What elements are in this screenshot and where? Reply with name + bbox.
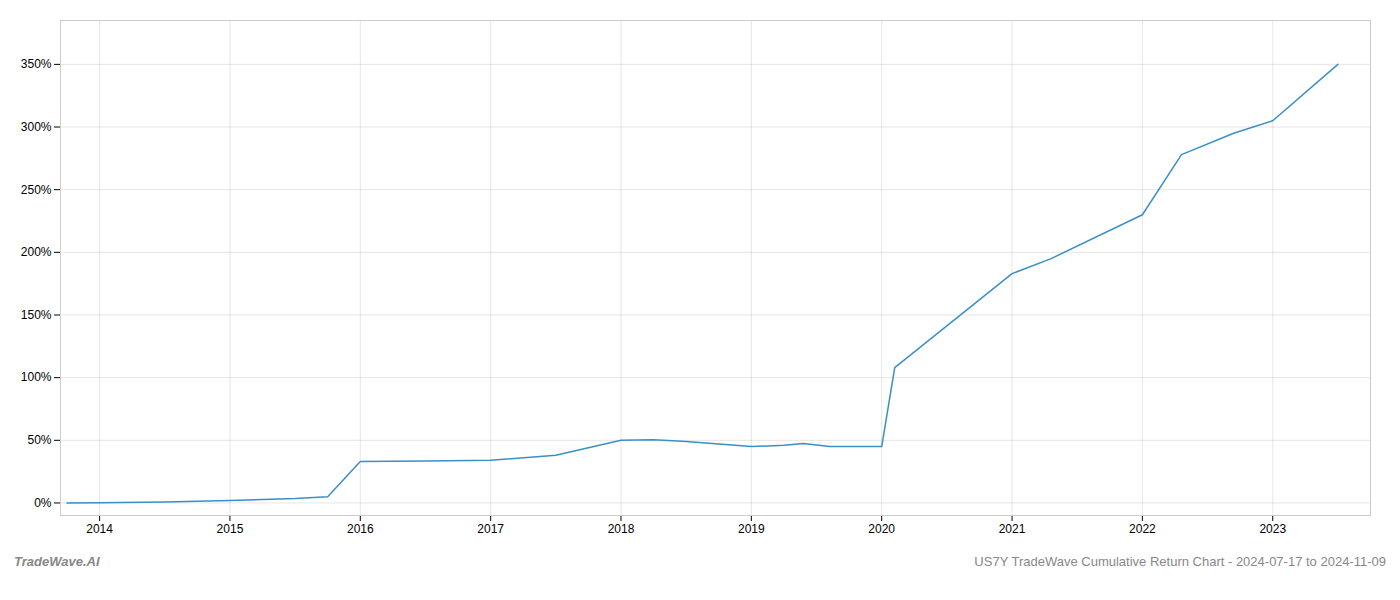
svg-text:250%: 250% [21, 183, 52, 197]
svg-text:2018: 2018 [608, 522, 635, 536]
svg-text:2015: 2015 [217, 522, 244, 536]
svg-text:2022: 2022 [1129, 522, 1156, 536]
svg-text:2016: 2016 [347, 522, 374, 536]
svg-text:350%: 350% [21, 57, 52, 71]
svg-text:2017: 2017 [477, 522, 504, 536]
html-text:US7Y TradeWave Cumulative Retu: US7Y TradeWave Cumulative Return Chart -… [974, 554, 1386, 569]
svg-text:150%: 150% [21, 308, 52, 322]
svg-text:2019: 2019 [738, 522, 765, 536]
svg-text:2020: 2020 [868, 522, 895, 536]
svg-text:100%: 100% [21, 370, 52, 384]
svg-text:0%: 0% [34, 496, 52, 510]
html-text:TradeWave.AI: TradeWave.AI [14, 554, 100, 569]
svg-text:2023: 2023 [1259, 522, 1286, 536]
svg-text:2014: 2014 [86, 522, 113, 536]
svg-text:2021: 2021 [999, 522, 1026, 536]
svg-text:200%: 200% [21, 245, 52, 259]
svg-text:300%: 300% [21, 120, 52, 134]
svg-text:50%: 50% [27, 433, 51, 447]
